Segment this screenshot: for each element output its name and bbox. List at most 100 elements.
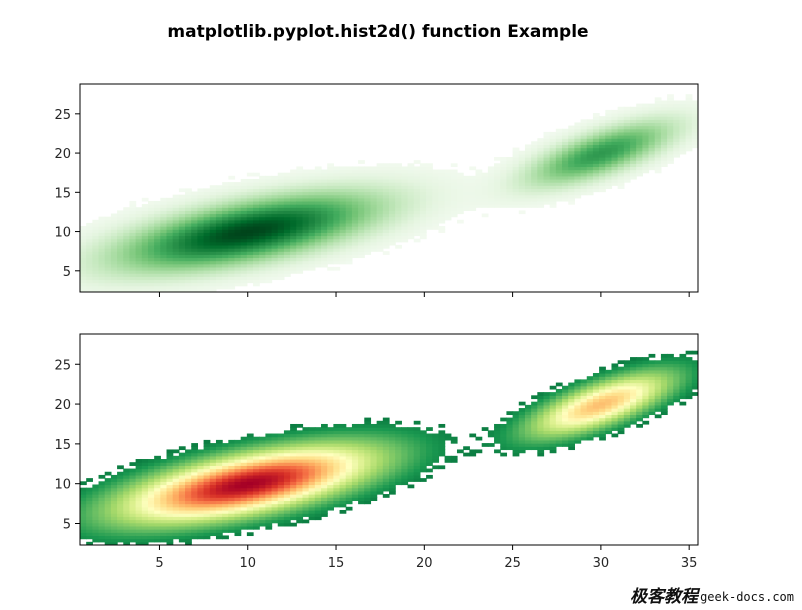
heatmap-cell: [110, 279, 118, 284]
heatmap-cell: [277, 471, 285, 476]
heatmap-cell: [117, 241, 124, 246]
heatmap-cell: [271, 241, 279, 246]
heatmap-cell: [654, 163, 662, 168]
heatmap-cell: [104, 270, 112, 274]
heatmap-cell: [86, 273, 93, 277]
heatmap-cell: [376, 423, 384, 428]
heatmap-cell: [518, 200, 526, 205]
heatmap-cell: [215, 188, 223, 193]
heatmap-cell: [110, 244, 118, 249]
heatmap-cell: [395, 226, 402, 230]
heatmap-cell: [80, 238, 87, 243]
heatmap-cell: [110, 522, 118, 527]
heatmap-cell: [154, 248, 161, 252]
heatmap-cell: [358, 216, 365, 221]
heatmap-cell: [197, 279, 205, 284]
heatmap-cell: [586, 398, 594, 403]
heatmap-cell: [358, 474, 365, 479]
heatmap-cell: [246, 449, 254, 454]
heatmap-cell: [463, 204, 470, 208]
heatmap-cell: [191, 251, 199, 255]
heatmap-cell: [185, 200, 192, 205]
heatmap-cell: [654, 103, 662, 108]
heatmap-cell: [271, 276, 279, 281]
heatmap-cell: [358, 497, 365, 502]
heatmap-cell: [333, 219, 341, 224]
heatmap-cell: [185, 213, 192, 218]
heatmap-cell: [104, 222, 112, 227]
heatmap-cell: [611, 404, 619, 409]
heatmap-cell: [333, 439, 341, 444]
heatmap-cell: [592, 420, 600, 425]
heatmap-cell: [426, 166, 433, 171]
heatmap-cell: [376, 433, 384, 438]
heatmap-cell: [512, 200, 520, 205]
heatmap-cell: [327, 449, 334, 454]
heatmap-cell: [203, 532, 211, 537]
heatmap-cell: [110, 541, 118, 545]
heatmap-cell: [506, 417, 514, 422]
heatmap-cell: [438, 169, 446, 174]
heatmap-cell: [314, 449, 322, 454]
heatmap-cell: [673, 106, 681, 111]
heatmap-cell: [290, 522, 297, 527]
heatmap-cell: [660, 160, 668, 164]
heatmap-cell: [623, 119, 631, 124]
heatmap-cell: [259, 263, 266, 268]
heatmap-cell: [117, 513, 124, 517]
heatmap-cell: [203, 204, 211, 208]
heatmap-cell: [321, 443, 328, 447]
heatmap-cell: [469, 449, 477, 454]
heatmap-cell: [351, 494, 359, 498]
heatmap-cell: [660, 153, 668, 158]
heatmap-cell: [475, 436, 483, 441]
heatmap-cell: [580, 417, 588, 422]
heatmap-cell: [215, 452, 223, 457]
heatmap-cell: [345, 468, 353, 473]
heatmap-cell: [160, 506, 168, 511]
heatmap-cell: [358, 436, 365, 441]
heatmap-cell: [438, 182, 446, 186]
heatmap-cell: [160, 213, 168, 218]
heatmap-cell: [524, 417, 532, 422]
heatmap-cell: [191, 266, 199, 271]
heatmap-cell: [234, 210, 242, 215]
heatmap-cell: [617, 160, 625, 164]
heatmap-cell: [222, 535, 229, 540]
heatmap-cell: [691, 100, 698, 105]
heatmap-cell: [413, 452, 421, 457]
heatmap-cell: [537, 144, 545, 149]
heatmap-cell: [630, 417, 637, 422]
heatmap-cell: [389, 481, 396, 486]
heatmap-cell: [413, 427, 421, 431]
heatmap-cell: [549, 147, 557, 152]
heatmap-cell: [203, 525, 211, 530]
heatmap-cell: [259, 238, 266, 243]
heatmap-cell: [617, 147, 625, 152]
heatmap-cell: [327, 430, 334, 435]
heatmap-cell: [605, 423, 613, 428]
heatmap-cell: [166, 455, 174, 460]
heatmap-cell: [358, 197, 365, 202]
heatmap-cell: [358, 194, 365, 199]
heatmap-cell: [222, 513, 229, 517]
heatmap-cell: [370, 465, 378, 470]
heatmap-cell: [141, 219, 149, 224]
heatmap-cell: [389, 216, 396, 221]
heatmap-cell: [271, 503, 279, 508]
heatmap-cell: [413, 462, 421, 466]
heatmap-cell: [494, 200, 501, 205]
heatmap-cell: [419, 229, 427, 233]
heatmap-cell: [370, 244, 378, 249]
heatmap-cell: [376, 462, 384, 466]
heatmap-cell: [642, 408, 650, 412]
heatmap-cell: [574, 135, 582, 139]
heatmap-cell: [222, 270, 229, 274]
heatmap-cell: [98, 270, 106, 274]
heatmap-cell: [401, 178, 409, 183]
heatmap-cell: [191, 525, 199, 530]
heatmap-cell: [586, 436, 594, 441]
heatmap-cell: [568, 197, 575, 202]
heatmap-cell: [209, 459, 217, 463]
heatmap-cell: [562, 175, 569, 180]
